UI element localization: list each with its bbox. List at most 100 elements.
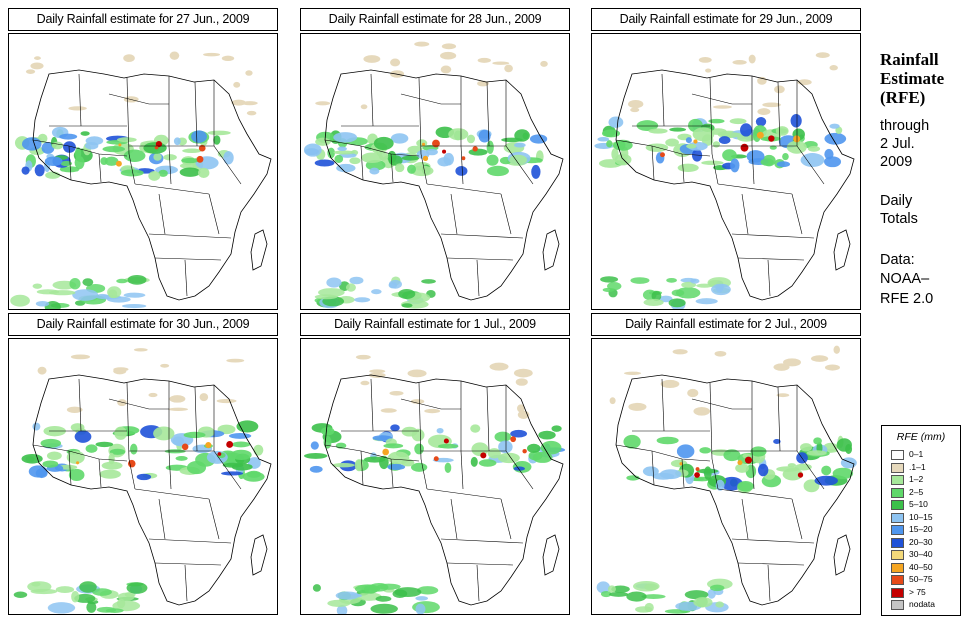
heavy-rain-cell bbox=[154, 145, 159, 150]
rain-cell bbox=[665, 138, 679, 147]
country-border bbox=[709, 77, 713, 155]
rain-cell bbox=[86, 601, 97, 613]
country-border bbox=[681, 153, 685, 183]
rain-cell bbox=[671, 289, 685, 297]
rain-cell bbox=[487, 448, 501, 459]
rain-cell bbox=[71, 591, 80, 603]
legend-label: 2–5 bbox=[909, 486, 924, 497]
rain-cell bbox=[304, 452, 328, 459]
rain-cell bbox=[478, 459, 497, 467]
africa-coastline bbox=[324, 374, 564, 606]
country-border bbox=[208, 498, 220, 540]
rain-cell bbox=[478, 129, 491, 143]
rain-cell bbox=[355, 354, 371, 360]
rain-cell bbox=[492, 61, 510, 65]
legend-item: 30–40 bbox=[891, 549, 957, 561]
rain-cell bbox=[415, 596, 429, 601]
country-border bbox=[791, 498, 803, 540]
rain-cell bbox=[692, 127, 715, 142]
rain-cell bbox=[675, 287, 701, 299]
map-panel-27-jun: Daily Rainfall estimate for 27 Jun., 200… bbox=[8, 8, 278, 310]
legend-label: 0–1 bbox=[909, 449, 924, 459]
rain-cell bbox=[760, 158, 774, 166]
country-border bbox=[505, 450, 534, 490]
rain-cell bbox=[199, 393, 209, 402]
through-text: through bbox=[880, 118, 930, 134]
rain-cell bbox=[672, 349, 688, 355]
data-label: Data: bbox=[880, 252, 915, 268]
country-border bbox=[324, 139, 420, 157]
rain-cell bbox=[489, 362, 509, 371]
rain-cell bbox=[800, 443, 813, 452]
rain-cell bbox=[40, 438, 62, 448]
rain-cell bbox=[303, 143, 322, 157]
legend: RFE (mm) 0–1 .1–1 1–2 2–5 5–10 10–15 15–20 20–3… bbox=[881, 425, 961, 616]
rain-cell bbox=[116, 598, 126, 609]
country-border bbox=[767, 259, 771, 297]
rain-cell bbox=[527, 443, 541, 453]
rain-cell bbox=[345, 283, 356, 292]
country-border bbox=[32, 444, 128, 462]
rain-cell bbox=[21, 453, 43, 464]
legend-label: > 75 bbox=[909, 586, 926, 597]
rain-cell bbox=[153, 153, 162, 161]
rain-cell bbox=[735, 463, 749, 473]
rain-cell bbox=[387, 463, 406, 471]
rain-cell bbox=[711, 283, 731, 296]
rain-cell bbox=[360, 380, 370, 386]
country-border bbox=[148, 233, 232, 239]
madagascar-outline bbox=[833, 534, 851, 576]
rain-cell bbox=[46, 451, 62, 461]
legend-item: 2–5 bbox=[891, 486, 957, 499]
rain-cell bbox=[677, 163, 699, 172]
legend-swatch bbox=[891, 562, 904, 573]
rain-cell bbox=[231, 99, 246, 106]
rain-cell bbox=[786, 140, 807, 154]
rainfall-map bbox=[8, 33, 278, 310]
data-source: NOAA– bbox=[880, 271, 930, 287]
rain-cell bbox=[27, 581, 52, 593]
country-border bbox=[168, 450, 172, 490]
rain-cell bbox=[336, 605, 348, 614]
heavy-rain-cell bbox=[382, 448, 389, 456]
rain-cell bbox=[774, 85, 785, 94]
rain-cell bbox=[222, 462, 244, 468]
rain-cell bbox=[21, 166, 30, 175]
rain-cell bbox=[327, 147, 335, 159]
rainfall-map bbox=[591, 338, 861, 615]
rain-cell bbox=[401, 458, 415, 467]
rain-cell bbox=[84, 141, 99, 150]
legend-item: 5–10 bbox=[891, 499, 957, 511]
rain-cell bbox=[641, 594, 666, 599]
rain-cell bbox=[186, 461, 207, 475]
heavy-rain-cell bbox=[756, 131, 764, 139]
rain-cell bbox=[68, 106, 87, 111]
rain-cell bbox=[807, 145, 821, 152]
rain-cell bbox=[363, 55, 381, 63]
legend-swatch bbox=[891, 487, 904, 498]
rain-cell bbox=[606, 140, 613, 148]
rain-cell bbox=[417, 586, 439, 595]
rain-cell bbox=[310, 441, 319, 450]
rain-cell bbox=[74, 156, 85, 170]
rain-cell bbox=[477, 57, 491, 63]
rain-cell bbox=[829, 123, 840, 129]
rain-cell bbox=[421, 279, 436, 284]
africa-coastline bbox=[615, 374, 855, 606]
country-border bbox=[717, 183, 793, 195]
rain-cell bbox=[60, 160, 73, 167]
title-line: Estimate bbox=[880, 69, 945, 88]
rain-cell bbox=[315, 137, 331, 146]
rain-cell bbox=[494, 431, 512, 443]
rain-cell bbox=[136, 473, 152, 481]
rain-cell bbox=[436, 427, 444, 434]
country-border bbox=[777, 81, 781, 147]
rain-cell bbox=[686, 143, 697, 149]
legend-swatch bbox=[891, 550, 904, 560]
rain-cell bbox=[315, 101, 331, 106]
country-border bbox=[420, 153, 428, 185]
rain-cell bbox=[695, 298, 718, 305]
country-border bbox=[213, 450, 242, 490]
country-border bbox=[777, 386, 781, 452]
rain-cell bbox=[608, 116, 624, 128]
